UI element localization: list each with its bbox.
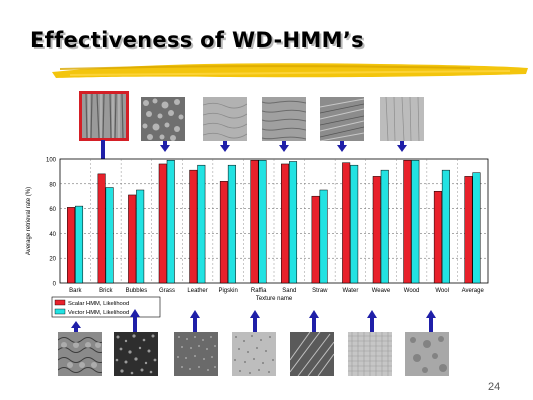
arrow-down-icon [160,141,170,152]
legend-box [51,296,161,318]
bar-scalar-wool [433,190,442,284]
bar-scalar-pigskin [219,181,228,284]
arrow-up-icon [130,309,140,333]
texture-thumbnail-straw [320,97,364,141]
bar-vector-sand [289,161,298,284]
x-tick-label: Straw [312,288,328,294]
bar-vector-bubbles [136,189,145,284]
bar-scalar-bark [67,207,76,284]
x-tick-label: Bubbles [126,288,148,294]
x-tick-label: Wool [435,288,449,294]
arrow-up-icon [250,310,260,334]
bar-vector-straw [319,189,328,284]
x-tick-label: Water [343,288,359,294]
pigskin-texture-icon [174,332,218,376]
texture-thumbnail-average [405,332,449,376]
bar-vector-wool [441,169,450,284]
leather-texture-icon [203,97,247,141]
arrow-up-icon [71,321,81,333]
bar-scalar-sand [281,163,290,284]
texture-thumbnail-leather [203,97,247,141]
bar-vector-pigskin [227,164,236,284]
bar-scalar-weave [372,176,381,284]
x-tick-label: Leather [187,288,207,294]
legend-swatch [54,308,66,315]
title-underline-brush [52,63,528,78]
bar-scalar-raffia [250,159,259,284]
bar-vector-wood [411,159,420,284]
texture-thumbnail-water [290,332,334,376]
y-tick-label: 0 [53,282,57,288]
arrow-up-icon [367,310,377,334]
x-tick-label: Sand [282,288,296,294]
straw-texture-icon [320,97,364,141]
bar-scalar-water [342,162,351,284]
bar-vector-brick [105,187,114,284]
wood-texture-icon [348,332,392,376]
bar-vector-raffia [258,159,267,284]
bark-texture-icon [82,94,126,138]
bar-vector-bark [75,205,84,284]
y-axis-label: Average retrieval rate (%) [26,187,32,255]
texture-thumbnail-bubbles [141,97,185,141]
y-tick-label: 80 [49,182,56,188]
bar-vector-leather [197,164,206,284]
x-tick-label: Raffia [251,288,267,294]
texture-thumbnail-brick [58,332,102,376]
arrow-up-icon [309,310,319,334]
arrow-up-icon [426,310,436,334]
water-texture-icon [290,332,334,376]
weave-texture-icon [380,97,424,141]
x-tick-label: Brick [99,288,113,294]
texture-thumbnail-bark [79,91,129,141]
legend-entry: Vector HMM, Likelihood [68,310,129,316]
bar-scalar-leather [189,169,198,284]
bar-vector-grass [166,159,175,284]
x-tick-label: Grass [159,288,175,294]
y-tick-label: 60 [49,207,56,213]
texture-thumbnail-raffia [262,97,306,141]
raffia-texture-icon [262,97,306,141]
bar-scalar-grass [158,163,167,284]
retrieval-rate-bar-chart: 0 20 40 60 80 100 Bark Brick Bubbles Grass Leather… [26,158,489,318]
texture-thumbnail-weave [380,97,424,141]
y-tick-label: 40 [49,232,56,238]
bar-vector-water [350,164,359,284]
texture-thumbnail-sand [232,332,276,376]
grass-texture-icon [114,332,158,376]
legend-entry: Scalar HMM, Likelihood [68,301,129,307]
average-texture-icon [405,332,449,376]
x-tick-label: Bark [69,288,82,294]
texture-thumbnail-wood [348,332,392,376]
arrow-down-icon [337,141,347,152]
slide-title: Effectiveness of WD-HMM’s [30,28,364,52]
brick-texture-icon [58,332,102,376]
y-tick-label: 100 [46,158,57,164]
x-tick-label: Average [462,288,485,294]
texture-thumbnail-grass [114,332,158,376]
bar-scalar-straw [311,195,320,284]
x-tick-label: Weave [372,288,391,294]
bar-vector-average [472,172,481,284]
bar-vector-weave [380,169,389,284]
arrow-down-icon [397,141,407,152]
bar-scalar-average [464,176,473,284]
x-tick-label: Pigskin [218,288,237,294]
x-axis-label: Texture name [256,296,293,302]
sand-texture-icon [232,332,276,376]
arrow-up-icon [190,310,200,334]
bar-scalar-wood [403,159,412,284]
x-tick-label: Wood [404,288,420,294]
bar-scalar-bubbles [128,194,137,284]
bar-scalar-brick [97,173,106,284]
arrow-down-icon [279,141,289,152]
arrow-down-icon [220,141,230,152]
slide-number: 24 [488,381,501,393]
y-tick-label: 20 [49,257,56,263]
legend-swatch [54,299,66,306]
texture-thumbnail-pigskin [174,332,218,376]
bubbles-texture-icon [141,97,185,141]
